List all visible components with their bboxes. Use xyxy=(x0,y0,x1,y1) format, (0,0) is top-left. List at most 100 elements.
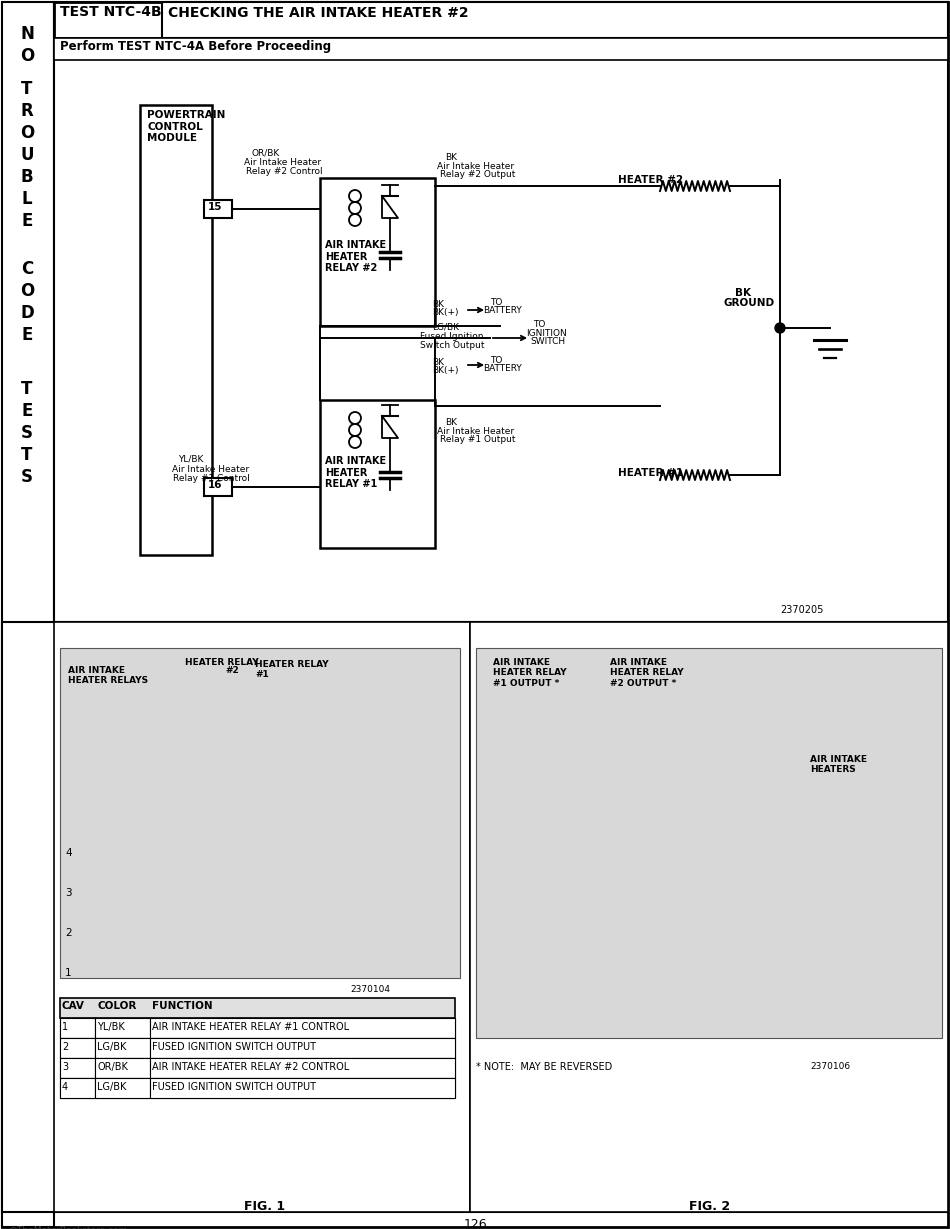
Text: BK: BK xyxy=(432,358,444,367)
Text: BATTERY: BATTERY xyxy=(483,306,522,315)
Text: Air Intake Heater: Air Intake Heater xyxy=(172,465,249,474)
Text: BK(+): BK(+) xyxy=(432,308,459,317)
Text: FUSED IGNITION SWITCH OUTPUT: FUSED IGNITION SWITCH OUTPUT xyxy=(152,1082,316,1093)
Text: HEATER #2: HEATER #2 xyxy=(618,175,683,186)
Text: D: D xyxy=(20,304,34,322)
Text: N: N xyxy=(20,25,34,43)
Bar xyxy=(60,1018,95,1039)
Bar xyxy=(320,178,435,326)
Text: T: T xyxy=(21,380,32,398)
Text: OR/BK: OR/BK xyxy=(252,147,280,157)
Text: IGNITION: IGNITION xyxy=(526,329,567,338)
Text: 4: 4 xyxy=(65,848,71,858)
Bar xyxy=(60,1018,455,1039)
Text: TO: TO xyxy=(490,356,503,365)
Text: R: R xyxy=(21,102,33,120)
Text: POWERTRAIN
CONTROL
MODULE: POWERTRAIN CONTROL MODULE xyxy=(147,111,225,144)
Bar xyxy=(54,2,162,38)
Bar xyxy=(150,1039,455,1058)
Text: CAV: CAV xyxy=(62,1000,85,1011)
Text: Relay #1 Control: Relay #1 Control xyxy=(173,474,250,483)
Text: HEATER #1: HEATER #1 xyxy=(618,468,683,478)
Text: AIR INTAKE
HEATER RELAY
#1 OUTPUT *: AIR INTAKE HEATER RELAY #1 OUTPUT * xyxy=(493,658,566,688)
Text: 3: 3 xyxy=(65,889,71,898)
Bar xyxy=(204,478,232,497)
Text: BK(+): BK(+) xyxy=(432,366,459,375)
Text: E: E xyxy=(21,326,32,344)
Bar xyxy=(60,1058,95,1078)
Text: O: O xyxy=(20,47,34,65)
Text: Relay #2 Output: Relay #2 Output xyxy=(440,170,515,179)
Text: FIG. 2: FIG. 2 xyxy=(690,1200,731,1213)
Text: FIG. 1: FIG. 1 xyxy=(244,1200,286,1213)
Text: * NOTE:  MAY BE REVERSED: * NOTE: MAY BE REVERSED xyxy=(476,1062,612,1072)
Text: BK: BK xyxy=(445,152,457,162)
Text: 4: 4 xyxy=(62,1082,68,1093)
Text: BK: BK xyxy=(735,288,751,297)
Text: 1: 1 xyxy=(62,1023,68,1032)
Text: E: E xyxy=(21,402,32,420)
Text: B: B xyxy=(21,168,33,186)
Text: AIR INTAKE HEATER RELAY #1 CONTROL: AIR INTAKE HEATER RELAY #1 CONTROL xyxy=(152,1023,350,1032)
Text: 3: 3 xyxy=(62,1062,68,1072)
Bar xyxy=(150,1078,455,1097)
Text: HEATER RELAY: HEATER RELAY xyxy=(185,658,258,667)
Text: S: S xyxy=(21,424,33,442)
Text: 2: 2 xyxy=(62,1042,68,1052)
Text: OR/BK: OR/BK xyxy=(97,1062,128,1072)
Bar xyxy=(60,998,455,1018)
Text: GROUND: GROUND xyxy=(723,297,774,308)
Text: U: U xyxy=(20,146,34,163)
Circle shape xyxy=(775,323,785,333)
Text: LG/BK: LG/BK xyxy=(97,1042,126,1052)
Text: YL/BK: YL/BK xyxy=(97,1023,124,1032)
Bar xyxy=(60,1058,455,1078)
Text: C: C xyxy=(21,261,33,278)
Text: TO: TO xyxy=(533,320,545,329)
Text: Perform TEST NTC-4A Before Proceeding: Perform TEST NTC-4A Before Proceeding xyxy=(60,41,332,53)
Bar xyxy=(60,1078,455,1097)
Text: AIR INTAKE HEATER RELAY #2 CONTROL: AIR INTAKE HEATER RELAY #2 CONTROL xyxy=(152,1062,350,1072)
Bar xyxy=(60,648,460,978)
Bar xyxy=(60,1039,455,1058)
Bar xyxy=(150,1018,455,1039)
Text: AIR INTAKE
HEATERS: AIR INTAKE HEATERS xyxy=(810,755,867,774)
Text: Relay #1 Output: Relay #1 Output xyxy=(440,435,516,444)
Text: 1: 1 xyxy=(65,968,71,978)
Text: FUSED IGNITION SWITCH OUTPUT: FUSED IGNITION SWITCH OUTPUT xyxy=(152,1042,316,1052)
Text: O: O xyxy=(20,124,34,143)
Text: AIR INTAKE
HEATER RELAY
#2 OUTPUT *: AIR INTAKE HEATER RELAY #2 OUTPUT * xyxy=(610,658,684,688)
Bar xyxy=(476,648,942,1039)
Text: O: O xyxy=(20,281,34,300)
Bar xyxy=(320,399,435,548)
Bar xyxy=(95,1039,150,1058)
Bar xyxy=(95,1078,150,1097)
Text: #2: #2 xyxy=(225,666,238,675)
Text: T: T xyxy=(21,80,32,98)
Bar xyxy=(60,1039,95,1058)
Text: Air Intake Heater: Air Intake Heater xyxy=(244,159,321,167)
Bar xyxy=(95,1058,150,1078)
Text: FUNCTION: FUNCTION xyxy=(152,1000,213,1011)
Text: SWITCH: SWITCH xyxy=(530,337,565,347)
Bar xyxy=(204,200,232,218)
Text: 16: 16 xyxy=(208,481,222,490)
Text: 2370106: 2370106 xyxy=(809,1062,850,1070)
Bar xyxy=(60,1078,95,1097)
Text: @TheMotorBookstore.com: @TheMotorBookstore.com xyxy=(8,1225,127,1229)
Text: BK: BK xyxy=(445,418,457,426)
Text: AIR INTAKE
HEATER
RELAY #1: AIR INTAKE HEATER RELAY #1 xyxy=(325,456,386,489)
Text: LG/BK: LG/BK xyxy=(97,1082,126,1093)
Text: CHECKING THE AIR INTAKE HEATER #2: CHECKING THE AIR INTAKE HEATER #2 xyxy=(168,6,468,20)
Bar xyxy=(162,2,948,38)
Text: BK: BK xyxy=(432,300,444,308)
Bar xyxy=(150,1058,455,1078)
Bar xyxy=(54,38,948,60)
Text: LG/BK: LG/BK xyxy=(432,323,459,332)
Bar xyxy=(470,622,948,1212)
Text: Fused Ignition: Fused Ignition xyxy=(420,332,484,340)
Text: 2: 2 xyxy=(65,928,71,938)
Text: COLOR: COLOR xyxy=(97,1000,137,1011)
Bar xyxy=(140,104,212,556)
Bar xyxy=(2,2,54,1227)
